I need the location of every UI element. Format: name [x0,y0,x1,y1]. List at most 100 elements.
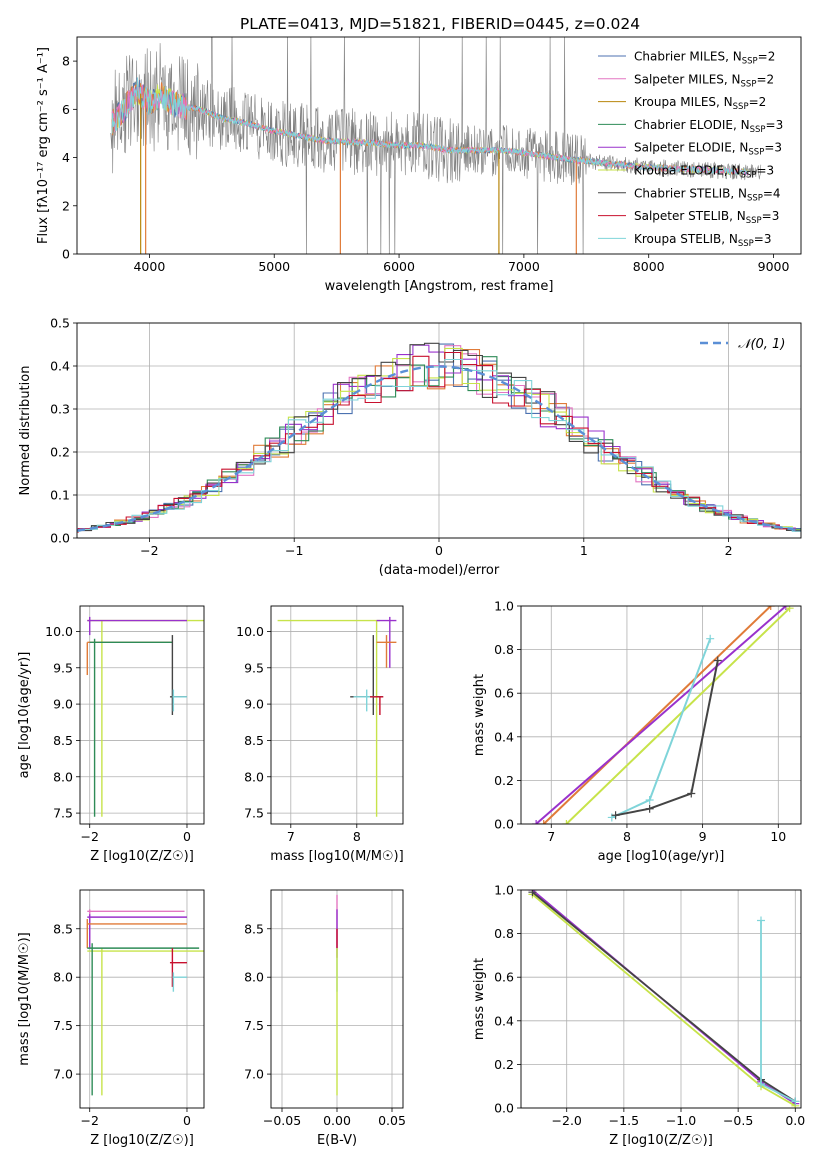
x-axis-label: Z [log10(Z/Z☉)] [609,1133,713,1148]
y-tick-label: 0.0 [50,531,70,546]
massweight-point [791,1097,800,1106]
axes-mass_vs_ebv: −0.05 0.00 0.05 7.0 7.5 8.0 8.5 E(B-V) [244,889,406,1148]
massweight-point [607,813,616,822]
axes-frame [270,889,404,1109]
y-tick-label: 8.5 [53,733,73,748]
x-tick-label: 0 [435,543,443,558]
y-axis-label: Flux [fλ10⁻¹⁷ erg cm⁻² s⁻¹ A⁻¹] [36,47,51,244]
massweight-point [766,606,775,610]
y-axis-label: mass weight [472,958,487,1040]
axes-frame [520,605,802,825]
y-tick-label: 0.4 [50,359,70,374]
y-tick-label: 0.5 [50,316,70,331]
y-tick-label: 9.5 [244,660,264,675]
x-tick-label: 9000 [758,259,790,274]
y-axis-label: mass [log10(M/M☉)] [17,932,32,1065]
x-tick-label: 6000 [383,259,415,274]
x-axis-label: mass [log10(M/M☉)] [270,849,403,864]
massweight-line-salpeter_elodie [531,890,796,1105]
massweight-point [757,916,765,925]
legend-entry: Chabrier ELODIE, NSSP=3 [634,118,783,135]
y-tick-label: 9.5 [53,660,73,675]
legend-entry: Kroupa ELODIE, NSSP=3 [634,164,774,181]
y-tick-label: 0.4 [494,1013,514,1028]
y-axis-label: mass weight [472,674,487,756]
x-tick-label: 8 [623,829,631,844]
y-tick-label: 0.2 [50,445,70,460]
axes-age_vs_Z: −2 0 7.5 8.0 8.5 9.0 9.5 10.0 Z [log10(Z/Z☉)] age… [17,605,205,864]
axes-frame [79,605,205,825]
axes-frame [76,322,802,539]
x-tick-label: −1.5 [609,1113,639,1128]
x-tick-label: −1.0 [666,1113,696,1128]
x-tick-label: 0 [183,829,191,844]
spectrum-model-line-orange [111,77,749,176]
residual-histogram-salpeter_stelib [77,351,801,533]
y-tick-label: 1.0 [494,883,514,898]
massweight-point [785,606,794,613]
y-tick-label: 8.0 [53,769,73,784]
y-tick-label: 8.0 [53,970,73,985]
x-axis-label: E(B-V) [317,1133,357,1148]
y-tick-label: 8.5 [244,733,264,748]
axes-massweight_vs_age: 7 8 9 10 0.0 0.2 0.4 0.6 0.8 1.0 age [log10(age/yr… [472,599,802,864]
y-tick-label: 8.0 [244,769,264,784]
y-axis-label: age [log10(age/yr)] [17,652,32,779]
x-tick-label: −2 [81,829,99,844]
massweight-point [528,890,537,897]
plot-area-massweight_vs_Z [528,890,800,1108]
x-tick-label: 5000 [258,259,290,274]
x-tick-label: 0 [183,1113,191,1128]
y-tick-label: 8.5 [53,921,73,936]
y-tick-label: 0.6 [494,686,514,701]
massweight-point [706,634,715,643]
x-tick-label: 4000 [133,259,165,274]
x-axis-label: wavelength [Angstrom, rest frame] [325,279,554,294]
x-tick-label: 2 [725,543,733,558]
legend-entry: Chabrier STELIB, NSSP=4 [634,186,781,203]
legend-entry: 𝒩(0, 1) [738,337,785,352]
x-tick-label: 8 [353,829,361,844]
x-tick-label: 7 [287,829,295,844]
x-tick-label: 9 [699,829,707,844]
y-tick-label: 7.0 [244,1067,264,1082]
y-tick-label: 0.0 [494,1101,514,1116]
x-tick-label: 7000 [508,259,540,274]
y-tick-label: 6 [62,102,70,117]
y-tick-label: 7.5 [244,1018,264,1033]
massweight-point [687,789,696,798]
legend-entry: Salpeter STELIB, NSSP=3 [634,209,779,226]
massweight-line-salpeter_elodie [535,606,787,824]
massweight-line-chabrier_stelib [615,660,719,817]
legend-entry: Kroupa STELIB, NSSP=3 [634,232,772,249]
x-tick-label: −2.0 [552,1113,582,1128]
spectrum-model-line-kroupa_stelib [111,77,749,175]
x-tick-label: 0.00 [323,1113,351,1128]
y-tick-label: 7.0 [53,1067,73,1082]
x-axis-label: (data-model)/error [379,563,500,578]
y-tick-label: 4 [62,150,70,165]
x-tick-label: −0.5 [723,1113,753,1128]
axes-frame [79,889,205,1109]
x-tick-label: 10 [770,829,786,844]
y-tick-label: 9.0 [244,697,264,712]
y-tick-label: 0.8 [494,926,514,941]
massweight-line-kroupa_elodie [565,607,791,824]
plot-area-age_vs_mass [277,616,397,817]
axes-frame [270,605,404,825]
massweight-point [757,1080,765,1089]
x-tick-label: 1 [580,543,588,558]
x-tick-label: 0.05 [378,1113,406,1128]
x-axis-label: Z [log10(Z/Z☉)] [90,849,194,864]
residual-histogram-kroupa_stelib [77,358,801,532]
axes-frame [76,36,802,255]
y-tick-label: 7.5 [244,806,264,821]
y-tick-label: 8 [62,54,70,69]
legend-entry: Salpeter ELODIE, NSSP=3 [634,141,782,158]
massweight-point [645,804,654,813]
massweight-line-chabrier_stelib [531,891,796,1103]
axes-mass_vs_Z: −2 0 7.0 7.5 8.0 8.5 Z [log10(Z/Z☉)] mass [log1… [17,889,205,1148]
legend-entry: Salpeter MILES, NSSP=2 [634,72,774,89]
x-axis-label: Z [log10(Z/Z☉)] [90,1133,194,1148]
